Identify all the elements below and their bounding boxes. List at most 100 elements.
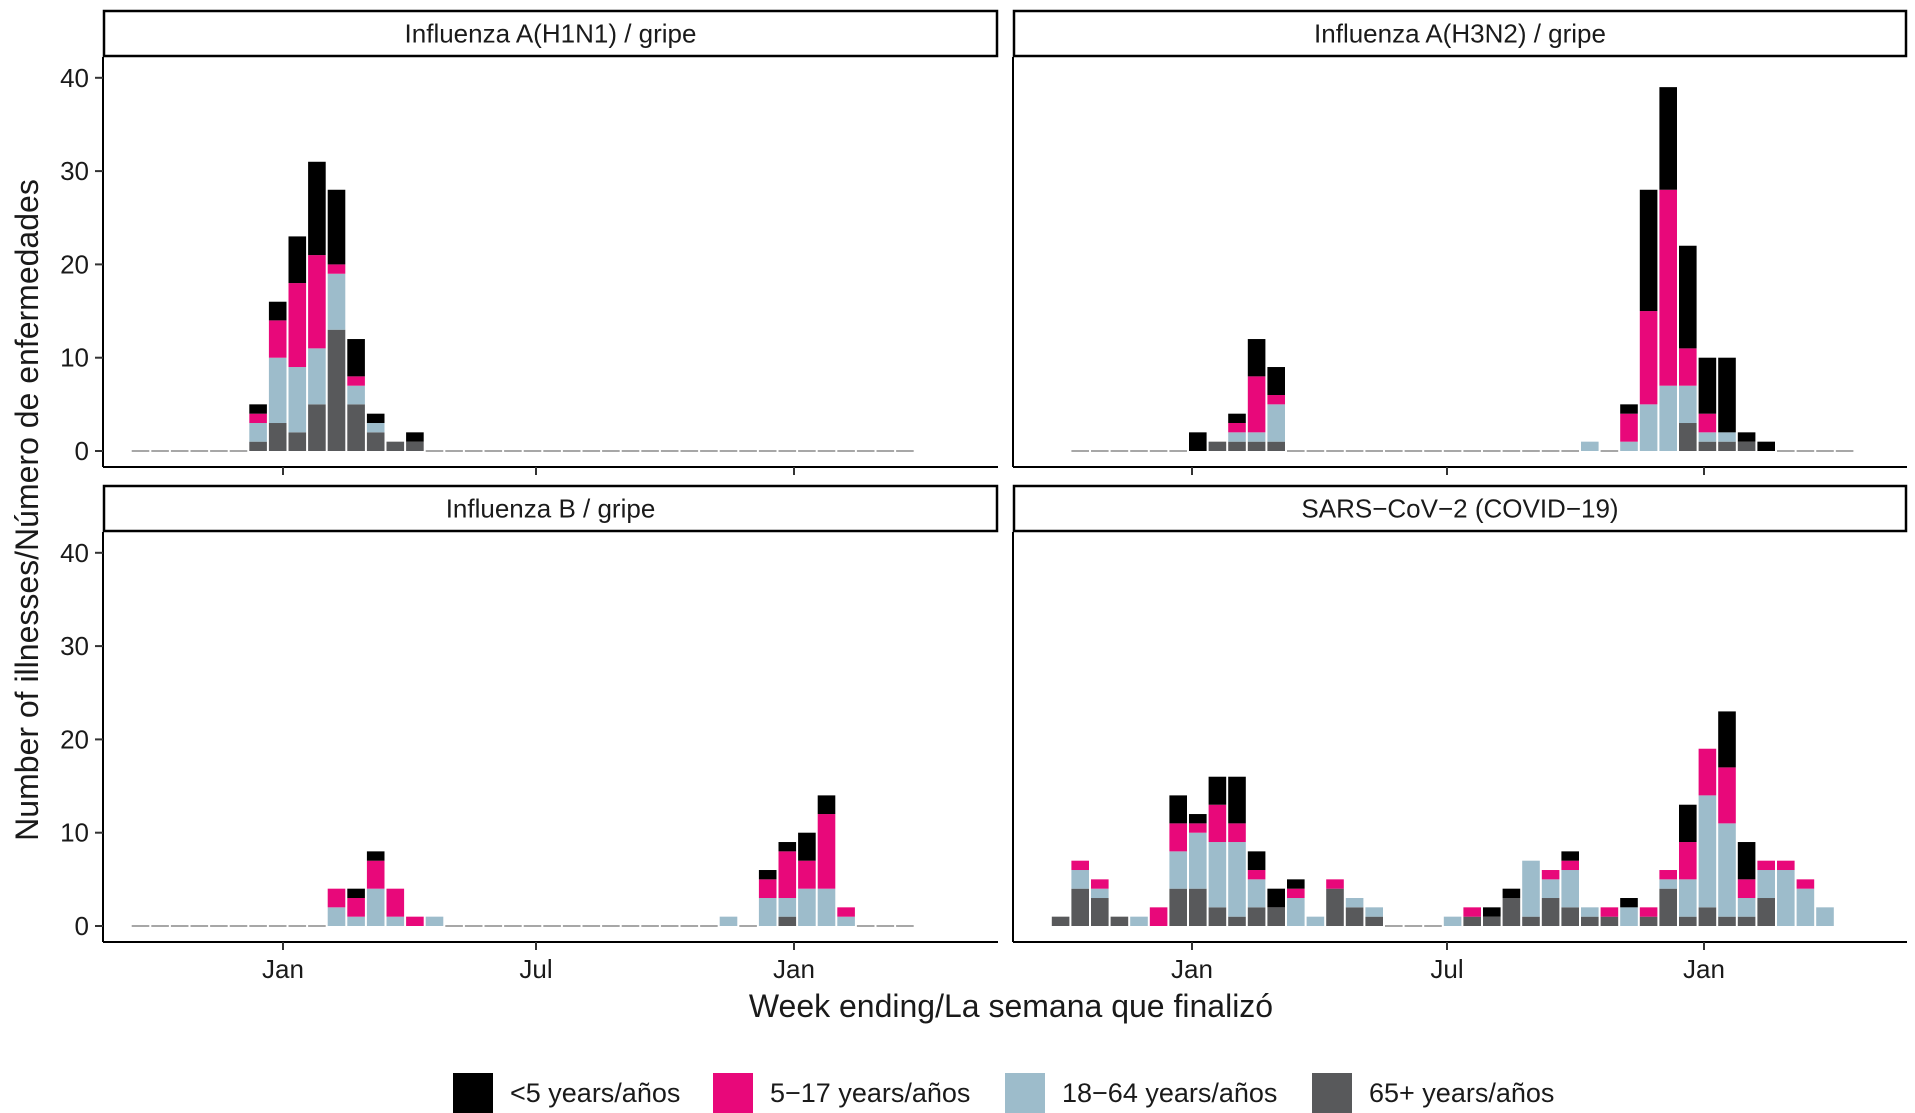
panel-1: Influenza A(H1N1) / gripe 0 10 20 30 40 <box>60 9 999 475</box>
panel-strip <box>102 9 999 58</box>
bar-segment <box>1247 432 1266 442</box>
bar-segment <box>1679 348 1697 386</box>
bar-segment <box>1071 870 1089 889</box>
bar-segment <box>386 441 405 451</box>
bar-segment <box>1620 441 1638 451</box>
bar-segment <box>1816 907 1834 926</box>
bar-segment <box>347 888 365 899</box>
bar-segment <box>1698 795 1717 908</box>
bar-segment <box>758 898 777 926</box>
bar-segment <box>719 916 738 926</box>
bar-segment <box>1737 898 1756 917</box>
bar-segment <box>1287 879 1305 889</box>
panel-strip <box>102 484 999 533</box>
bar-segment <box>1169 888 1187 926</box>
bar-segment <box>778 916 797 926</box>
bar-segment <box>1698 432 1717 442</box>
bar-segment <box>1326 888 1344 926</box>
bar-segment <box>366 851 385 861</box>
bar-segment <box>1071 860 1089 871</box>
bar-segment <box>1483 907 1501 917</box>
bar-segment <box>268 357 287 424</box>
bar-segment <box>1267 888 1285 908</box>
bar-segment <box>268 423 287 451</box>
bar-segment <box>366 888 385 926</box>
bar-segment <box>1679 804 1697 843</box>
bar-segment <box>425 916 444 926</box>
bar-segment <box>406 441 424 451</box>
bar-segment <box>817 814 836 889</box>
bar-segment <box>1541 870 1560 880</box>
bar-segment <box>837 916 855 926</box>
y-axis-title: Number of illnesses/Número de enfermedad… <box>9 179 45 841</box>
bar-segment <box>1247 870 1266 880</box>
legend-swatch-5to17 <box>713 1073 753 1113</box>
bar-segment <box>1169 851 1187 889</box>
bar-segment <box>1267 441 1285 451</box>
bar-segment <box>366 413 385 424</box>
bar-segment <box>1639 404 1658 451</box>
bar-segment <box>366 860 385 889</box>
bar-segment <box>1581 907 1599 917</box>
bar-segment <box>327 907 346 926</box>
bar-segment <box>1698 357 1717 414</box>
bar-segment <box>1189 832 1207 889</box>
x-tick-label: Jan <box>262 954 304 984</box>
legend: <5 years/años 5−17 years/años 18−64 year… <box>453 1073 1554 1113</box>
bar-segment <box>1796 879 1815 889</box>
bar-segment <box>386 888 405 917</box>
panel-title: Influenza A(H3N2) / gripe <box>1314 19 1606 49</box>
bar-segment <box>1267 907 1285 926</box>
bar-segment <box>1679 245 1697 349</box>
bar-segment <box>308 161 326 256</box>
bar-segment <box>1698 441 1717 451</box>
bar-segment <box>1718 432 1736 442</box>
bar-segment <box>1659 385 1677 451</box>
bar-segment <box>1110 916 1129 926</box>
bar-segment <box>1541 898 1560 926</box>
bar-segment <box>1247 441 1266 451</box>
bar-segment <box>1737 842 1756 880</box>
bar-segment <box>1463 916 1481 926</box>
bar-segment <box>798 860 816 889</box>
bar-segment <box>1189 888 1207 926</box>
bar-segment <box>817 888 836 926</box>
bar-segment <box>1091 898 1109 926</box>
bar-segment <box>1561 860 1579 871</box>
panel-title: Influenza A(H1N1) / gripe <box>405 19 697 49</box>
legend-label-5to17: 5−17 years/años <box>770 1078 970 1108</box>
bar-segment <box>1698 413 1717 433</box>
y-tick-label: 0 <box>75 911 89 941</box>
bar-segment <box>347 339 365 377</box>
bar-segment <box>1600 916 1619 926</box>
panel-strip <box>1012 484 1908 533</box>
bar-segment <box>1698 748 1717 796</box>
bar-segment <box>1620 413 1638 442</box>
bar-segment <box>1639 907 1658 917</box>
bar-segment <box>327 329 346 451</box>
y-axis-label: Number of illnesses/Número de enfermedad… <box>9 179 45 841</box>
bar-segment <box>1208 804 1227 843</box>
bar-segment <box>268 301 287 321</box>
bar-segment <box>347 385 365 405</box>
bar-segment <box>1679 879 1697 917</box>
bar-segment <box>1071 888 1089 926</box>
bar-segment <box>1737 441 1756 451</box>
bar-segment <box>778 842 797 852</box>
bar-segment <box>1247 851 1266 871</box>
x-tick-label: Jan <box>773 954 815 984</box>
bar-segment <box>1718 711 1736 768</box>
bar-segment <box>249 423 267 442</box>
x-tick-label: Jan <box>1683 954 1725 984</box>
bar-segment <box>1326 879 1344 889</box>
bar-segment <box>1091 888 1109 899</box>
y-tick-label: 40 <box>60 63 89 93</box>
bar-segment <box>1620 898 1638 908</box>
bar-segment <box>1228 823 1246 843</box>
bar-segment <box>1228 441 1246 451</box>
bar-segment <box>1757 860 1775 871</box>
bar-segment <box>1581 441 1599 451</box>
bar-segment <box>1659 189 1677 386</box>
bar-segment <box>1679 916 1697 926</box>
panel-3: Influenza B / gripe 0 10 20 30 40 Jan Jul Jan <box>60 484 999 984</box>
